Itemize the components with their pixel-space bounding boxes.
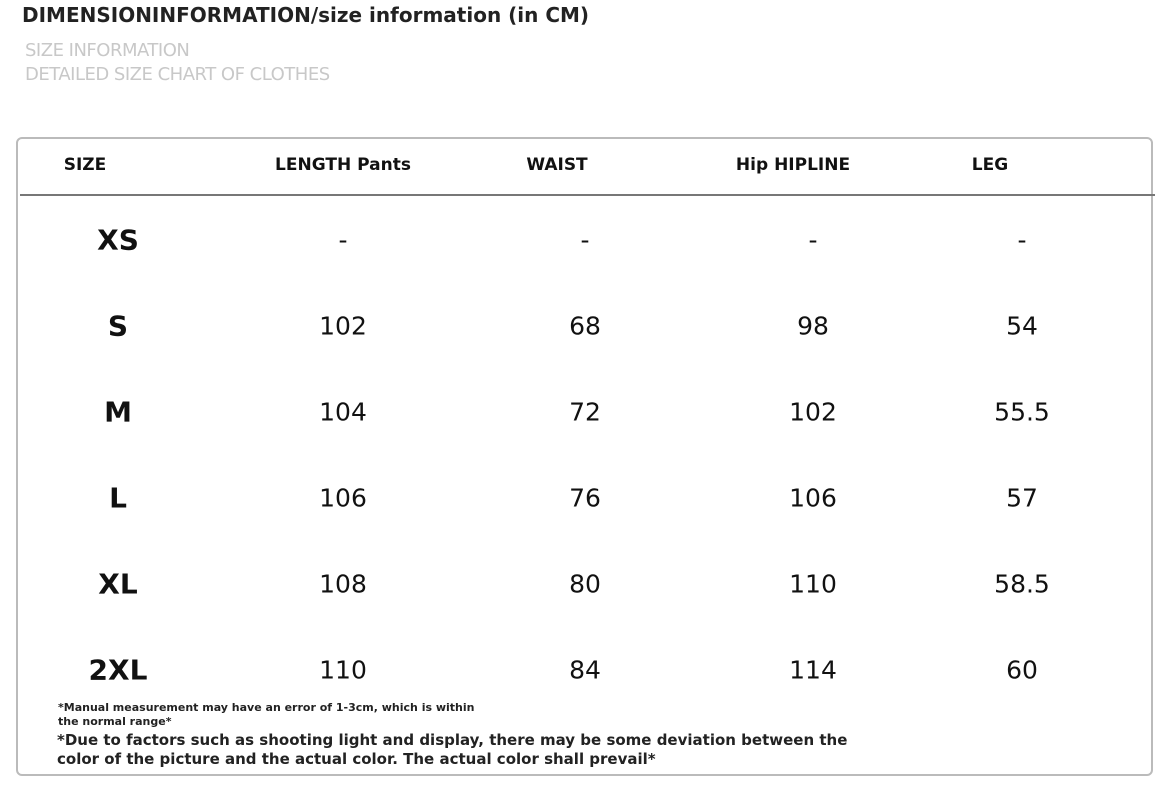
table-cell: 57: [1006, 483, 1038, 513]
column-header: Hip HIPLINE: [735, 155, 851, 175]
table-cell: -: [580, 225, 590, 255]
column-header: LEG: [971, 155, 1009, 175]
table-cell: 68: [569, 311, 601, 341]
table-cell: 106: [789, 483, 837, 513]
size-label: 2XL: [88, 653, 148, 687]
size-label: M: [104, 395, 132, 429]
table-frame: [16, 137, 1153, 776]
note: *Due to factors such as shooting light a…: [57, 731, 848, 768]
table-cell: 72: [569, 397, 601, 427]
table-cell: 114: [789, 655, 837, 685]
table-cell: 108: [319, 569, 367, 599]
subtitle: SIZE INFORMATION: [25, 40, 190, 61]
table-cell: 102: [789, 397, 837, 427]
table-cell: 58.5: [994, 569, 1050, 599]
subtitle: DETAILED SIZE CHART OF CLOTHES: [25, 64, 330, 85]
table-cell: 110: [789, 569, 837, 599]
table-cell: 106: [319, 483, 367, 513]
table-cell: 80: [569, 569, 601, 599]
table-cell: -: [1017, 225, 1027, 255]
title: DIMENSIONINFORMATION/size information (i…: [22, 3, 590, 27]
table-cell: 76: [569, 483, 601, 513]
table-cell: 102: [319, 311, 367, 341]
table-cell: 55.5: [994, 397, 1050, 427]
column-header: LENGTH Pants: [275, 155, 411, 175]
table-cell: 60: [1006, 655, 1038, 685]
size-label: XS: [97, 223, 139, 257]
table-cell: 84: [569, 655, 601, 685]
table-cell: -: [338, 225, 348, 255]
header-rule: [20, 194, 1155, 196]
column-header: SIZE: [63, 155, 107, 175]
size-label: L: [109, 481, 127, 515]
table-cell: 54: [1006, 311, 1038, 341]
table-cell: 98: [797, 311, 829, 341]
table-cell: 104: [319, 397, 367, 427]
note: *Manual measurement may have an error of…: [58, 701, 475, 728]
size-label: S: [107, 309, 129, 343]
column-header: WAIST: [526, 155, 588, 175]
table-cell: 110: [319, 655, 367, 685]
table-cell: -: [808, 225, 818, 255]
size-label: XL: [98, 567, 138, 601]
